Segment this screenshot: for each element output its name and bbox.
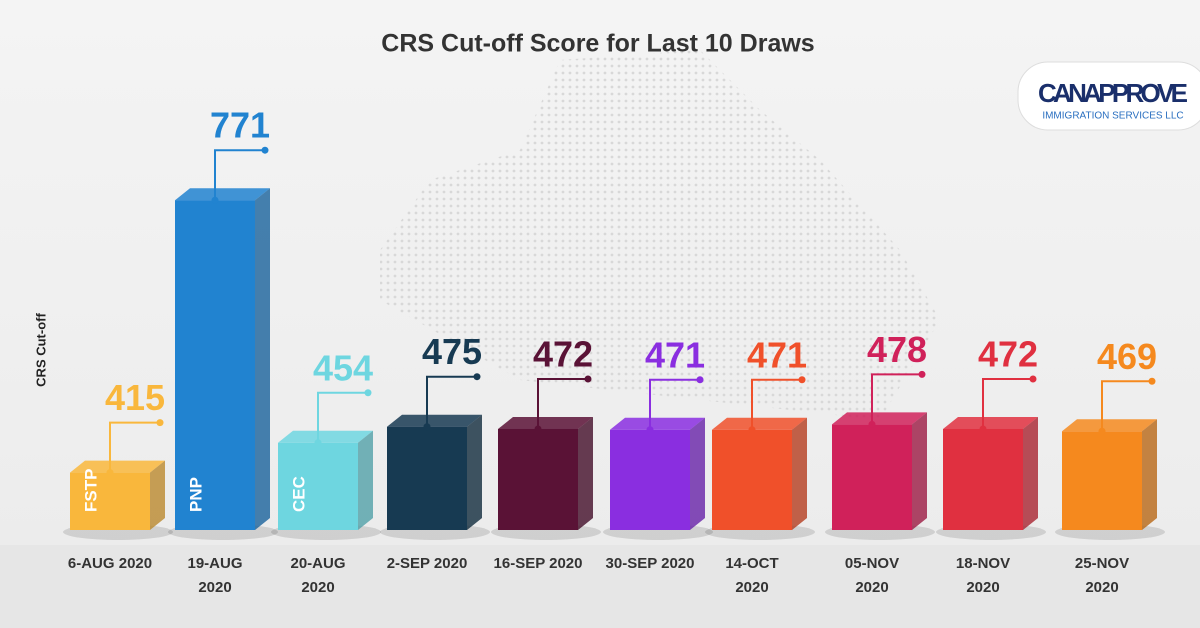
bar-top [70,460,165,473]
leader-dot [696,376,704,384]
leader-line [982,377,1033,429]
leader-line [109,421,160,473]
x-tick-label: 05-NOV 2020 [844,555,900,596]
bar-side-shade [690,417,705,530]
bar-top [278,430,373,443]
value-label: 771 [210,105,270,146]
leader-line [871,373,922,425]
leader-line [751,378,802,430]
bar-top [832,412,927,425]
bar-side-shade [150,460,165,530]
bar-side-shade [792,417,807,530]
x-tick-label: 25-NOV 2020 [1074,555,1130,596]
value-label: 469 [1097,336,1157,377]
logo-name: CANAPPROVE [1038,78,1188,108]
bar-label: CEC [289,476,308,512]
bar-side [578,416,593,530]
bar [610,429,690,530]
x-tick-label: 2-SEP 2020 [386,555,468,572]
leader-dot [156,419,164,427]
bar [175,200,255,531]
value-label: 471 [645,334,705,375]
value-label: 454 [313,347,373,388]
leader-line [426,375,477,427]
value-label: 472 [978,334,1038,375]
bar-top [1062,419,1157,432]
leader-line [537,377,588,429]
bar-side-shade [255,188,270,531]
bar-side-shade [1023,416,1038,530]
leader-dot [1148,377,1156,385]
bar-top [387,414,482,427]
logo-box [1017,61,1200,131]
bar [70,472,150,530]
x-tick-label: 20-AUG 2020 [290,555,346,596]
bar-top [175,188,270,201]
y-axis-label: CRS Cut-off [33,313,48,387]
bar [498,428,578,530]
bar-side-shade [578,416,593,530]
bar-side-shade [467,414,482,530]
leader-dot [918,370,926,378]
leader-line [1101,380,1152,432]
bar-side-shade [358,430,373,530]
bar [943,428,1023,530]
bar-side [912,412,927,530]
leader-line [317,391,368,443]
x-tick-label: 6-AUG 2020 [67,555,153,572]
value-label: 415 [105,377,165,418]
x-tick-label: 18-NOV 2020 [955,555,1011,596]
value-label: 472 [533,334,593,375]
x-tick-label: 14-OCT 2020 [725,555,779,596]
bar-side [690,417,705,530]
leader-line [214,149,265,201]
bar-label: PNP [186,477,205,512]
leader-dot [473,373,481,381]
footer-band [0,545,1200,628]
bar-top [712,417,807,430]
leader-dot [798,376,806,384]
x-tick-label: 16-SEP 2020 [493,555,583,572]
bar-side [1023,416,1038,530]
bar-side-shade [1142,419,1157,530]
bar-side [792,417,807,530]
bar-side-shade [912,412,927,530]
value-label: 478 [867,329,927,370]
x-tick-label: 19-AUG 2020 [187,555,243,596]
leader-line [649,378,700,430]
map-background [380,50,940,420]
bar-side [255,188,270,531]
bar [832,424,912,530]
bar [278,442,358,530]
logo-tagline: IMMIGRATION SERVICES LLC [1042,111,1183,122]
leader-dot [261,146,269,154]
leader-dot [1029,375,1037,383]
bar-label: FSTP [81,469,100,512]
chart-title: CRS Cut-off Score for Last 10 Draws [381,30,814,58]
bar [712,429,792,530]
bar-top [943,416,1038,429]
x-tick-label: 30-SEP 2020 [605,555,695,572]
bar [1062,431,1142,530]
bar [387,426,467,530]
bar-side [358,430,373,530]
value-label: 475 [422,331,482,372]
value-label: 471 [747,334,807,375]
bar-side [467,414,482,530]
leader-dot [364,389,372,397]
leader-dot [584,375,592,383]
bar-top [610,417,705,430]
bar-top [498,416,593,429]
bar-side [150,460,165,530]
bar-side [1142,419,1157,530]
